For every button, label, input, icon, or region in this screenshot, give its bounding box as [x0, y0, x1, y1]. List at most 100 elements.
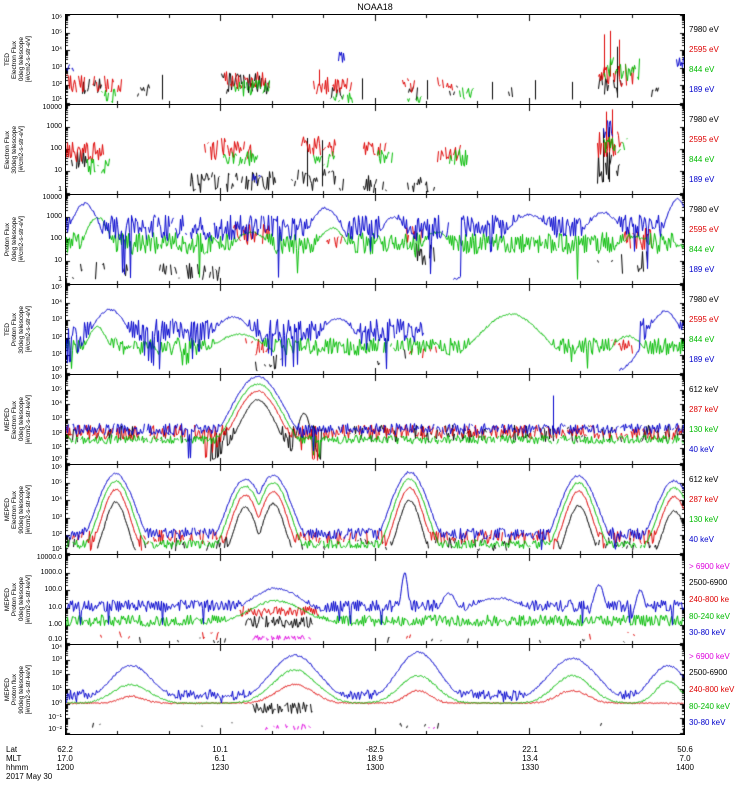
- legend-meped-proton-90deg: > 6900 keV 2500-6900 240-800 keV 80-240 keV…: [689, 644, 749, 735]
- y-tick-label: 10²: [51, 81, 62, 89]
- legend-meped-electron-90deg: 612 keV 287 keV 130 keV 40 keV: [689, 464, 749, 555]
- y-tick-label: 10⁴: [51, 298, 62, 306]
- legend-entry: 7980 eV: [689, 25, 719, 34]
- axis-label-line: Proton Flux: [11, 312, 18, 347]
- legend-ted-proton-0deg: 7980 eV 2595 eV 844 eV 189 eV: [689, 194, 749, 285]
- x-axis-row-label-hhmm: hhmm: [6, 763, 29, 772]
- mlt-value: 7.0: [679, 754, 691, 763]
- y-tick-label: 10⁻¹: [48, 714, 62, 722]
- legend-entry: 2500-6900: [689, 578, 728, 588]
- mlt-value: 18.9: [367, 754, 383, 763]
- x-axis-row-label-lat: Lat: [6, 745, 18, 754]
- axis-label-line: MEPED: [4, 497, 11, 522]
- axis-label-line: 30deg telescope: [18, 305, 25, 354]
- date-label: 2017 May 30: [6, 772, 53, 781]
- legend-entry: 80-240 keV: [689, 611, 730, 621]
- panel-ted-electron-0deg: [65, 14, 685, 105]
- y-tick-label: 10³: [51, 513, 62, 521]
- y-tick-label: 10²: [51, 333, 62, 341]
- panel-ted-proton-0deg: [65, 194, 685, 285]
- y-tick-label: 10⁵: [51, 478, 62, 486]
- axis-label-line: Electron Flux: [11, 400, 18, 439]
- axis-label-line: 0deg telescope: [18, 577, 25, 622]
- y-tick-label: 10²: [51, 670, 62, 678]
- plot-canvas-ted-proton-30deg: [66, 285, 684, 374]
- y-tick-label: 10000: [42, 194, 62, 201]
- y-tick-label: 10000.0: [36, 554, 62, 561]
- y-tick-label: 10⁵: [51, 385, 62, 393]
- hhmm-value: 1330: [521, 763, 539, 772]
- y-tick-label: 1: [58, 276, 62, 283]
- legend-entry: 2595 eV: [689, 315, 719, 324]
- mlt-value: 17.0: [57, 754, 73, 763]
- legend-entry: 189 eV: [689, 355, 715, 364]
- mlt-value: 13.4: [522, 754, 538, 763]
- legend-entry: 130 keV: [689, 515, 719, 524]
- axis-label-line: [#/cm2-s-str-keV]: [25, 574, 32, 625]
- panel-axis-label-ted-proton-30deg: TED Proton Flux 30deg telescope [#/cm2-s-st…: [4, 284, 46, 375]
- axis-label-line: Proton Flux: [4, 222, 11, 257]
- panel-ted-electron-30deg: [65, 104, 685, 195]
- legend-entry: 40 keV: [689, 445, 714, 454]
- y-tick-label: 10⁴: [51, 496, 62, 504]
- axis-label-line: TED: [4, 53, 11, 66]
- panel-meped-proton-90deg: [65, 644, 685, 735]
- lat-value: 22.1: [522, 745, 538, 754]
- axis-label-line: MEPED: [4, 677, 11, 702]
- x-axis-row-label-mlt: MLT: [6, 754, 22, 763]
- legend-ted-electron-30deg: 7980 eV 2595 eV 844 eV 189 eV: [689, 104, 749, 195]
- chart-title: NOAA18: [357, 2, 393, 12]
- axis-label-line: [#/cm2-s-str-eV]: [18, 126, 25, 173]
- axis-label-line: 90deg telescope: [18, 485, 25, 534]
- legend-entry: 844 eV: [689, 65, 715, 74]
- y-tick-label: 10⁵: [51, 284, 62, 291]
- y-tick-label: 1000: [46, 213, 62, 220]
- legend-entry: 189 eV: [689, 85, 715, 94]
- legend-entry: 287 keV: [689, 495, 719, 504]
- y-tick-label: 0.10: [48, 636, 62, 643]
- y-tick-label: 10¹: [51, 685, 62, 692]
- lat-value: 10.1: [212, 745, 228, 754]
- y-tick-label: 10: [54, 257, 62, 264]
- panel-meped-electron-90deg: [65, 464, 685, 555]
- y-tick-label: 10⁶: [51, 464, 62, 471]
- panel-axis-label-meped-electron-0deg: MEPED Electron Flux 0deg telescope [#/cm2-s…: [4, 374, 46, 465]
- legend-entry: 612 keV: [689, 385, 719, 394]
- axis-label-line: MEPED: [4, 587, 11, 612]
- plot-canvas-meped-proton-90deg: [66, 645, 684, 734]
- axis-label-line: [#/cm2-s-str-eV]: [25, 306, 32, 353]
- legend-entry: 7980 eV: [689, 295, 719, 304]
- legend-entry: 240-800 keV: [689, 684, 735, 694]
- axis-label-line: Electron Flux: [4, 130, 11, 169]
- panel-ted-proton-30deg: [65, 284, 685, 375]
- legend-entry: 30-80 keV: [689, 628, 726, 638]
- panel-axis-label-ted-electron-0deg: TED Electron Flux 0deg telescope [#/cm2-s-s…: [4, 14, 46, 105]
- legend-entry: 189 eV: [689, 175, 715, 184]
- panel-axis-label-meped-proton-90deg: MEPED Proton flux 90deg telescope [#/cm2-s-…: [4, 644, 46, 735]
- y-tick-label: 10³: [51, 63, 62, 71]
- legend-entry: 130 keV: [689, 425, 719, 434]
- hhmm-value: 1230: [211, 763, 229, 772]
- axis-label-line: 30deg telescope: [11, 125, 18, 174]
- y-tick-label: 1: [58, 186, 62, 193]
- legend-entry: 2595 eV: [689, 135, 719, 144]
- hhmm-value: 1300: [366, 763, 384, 772]
- legend-entry: 30-80 keV: [689, 718, 726, 728]
- legend-ted-electron-0deg: 7980 eV 2595 eV 844 eV 189 eV: [689, 14, 749, 105]
- panel-axis-label-meped-proton-0deg: MEPED Proton Flux 0deg telescope [#/cm2-s-s…: [4, 554, 46, 645]
- legend-entry: > 6900 keV: [689, 561, 730, 571]
- legend-entry: > 6900 keV: [689, 651, 730, 661]
- lat-value: 50.6: [677, 745, 693, 754]
- y-tick-label: 10⁰: [51, 699, 62, 707]
- plot-canvas-ted-electron-0deg: [66, 15, 684, 104]
- y-tick-label: 10⁶: [51, 14, 62, 21]
- y-tick-label: 10⁴: [51, 400, 62, 408]
- plot-canvas-meped-electron-90deg: [66, 465, 684, 554]
- axis-label-line: TED: [4, 323, 11, 336]
- axis-label-line: Electron Flux: [11, 490, 18, 529]
- axis-label-line: Electron Flux: [11, 40, 18, 79]
- panel-meped-proton-0deg: [65, 554, 685, 645]
- y-tick-label: 10¹: [51, 351, 62, 359]
- plot-canvas-meped-electron-0deg: [66, 375, 684, 464]
